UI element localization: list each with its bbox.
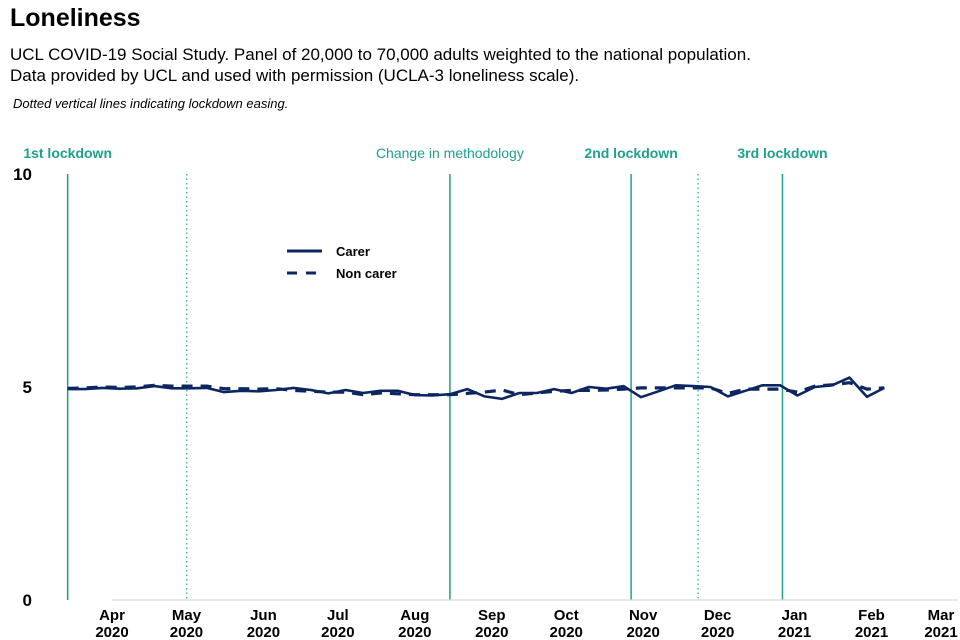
- x-tick-year-label: 2020: [398, 624, 431, 640]
- axes: 0510Apr2020May2020Jun2020Jul2020Aug2020S…: [13, 165, 958, 640]
- x-tick-year-label: 2020: [321, 624, 354, 640]
- x-tick-label: Feb: [858, 607, 885, 624]
- x-tick-label: May: [172, 607, 202, 624]
- legend-label: Non carer: [336, 266, 397, 281]
- chart-title: Loneliness: [10, 4, 141, 32]
- x-tick-year-label: 2020: [550, 624, 583, 640]
- subtitle-line-1: UCL COVID-19 Social Study. Panel of 20,0…: [10, 45, 751, 64]
- x-tick-label: Aug: [400, 607, 429, 624]
- chart-subtitle: UCL COVID-19 Social Study. Panel of 20,0…: [10, 44, 751, 86]
- series-line-carer: [67, 376, 885, 401]
- x-tick-label: Mar: [928, 607, 955, 624]
- x-tick-year-label: 2021: [778, 624, 811, 640]
- x-tick-label: Jul: [327, 607, 349, 624]
- x-tick-year-label: 2020: [247, 624, 280, 640]
- event-label: 3rd lockdown: [737, 145, 827, 161]
- x-tick-year-label: 2020: [626, 624, 659, 640]
- x-tick-label: Nov: [629, 607, 658, 624]
- subtitle-line-2: Data provided by UCL and used with permi…: [10, 66, 580, 85]
- x-tick-year-label: 2020: [170, 624, 203, 640]
- event-label: 2nd lockdown: [584, 145, 677, 161]
- legend-label: Carer: [336, 244, 370, 259]
- y-tick-label: 5: [23, 378, 32, 397]
- event-label: 1st lockdown: [23, 145, 112, 161]
- event-lines: 1st lockdown Change in methodology 2nd loc…: [23, 145, 828, 600]
- event-label: Change in methodology: [376, 145, 524, 161]
- x-tick-year-label: 2020: [475, 624, 508, 640]
- x-tick-label: Oct: [554, 607, 579, 624]
- series-lines: [67, 376, 885, 401]
- y-tick-label: 10: [13, 165, 32, 184]
- x-tick-label: Apr: [99, 607, 125, 624]
- legend: Carer Non carer: [287, 244, 397, 281]
- x-tick-label: Jun: [250, 607, 277, 624]
- x-tick-year-label: 2021: [855, 624, 888, 640]
- x-tick-label: Jan: [782, 607, 808, 624]
- x-tick-year-label: 2020: [95, 624, 128, 640]
- x-tick-year-label: 2020: [701, 624, 734, 640]
- series-line-non-carer: [67, 381, 885, 397]
- y-tick-label: 0: [23, 591, 32, 610]
- x-tick-label: Sep: [478, 607, 506, 624]
- chart-note: Dotted vertical lines indicating lockdow…: [13, 96, 289, 111]
- x-tick-year-label: 2021: [924, 624, 957, 640]
- x-tick-label: Dec: [704, 607, 732, 624]
